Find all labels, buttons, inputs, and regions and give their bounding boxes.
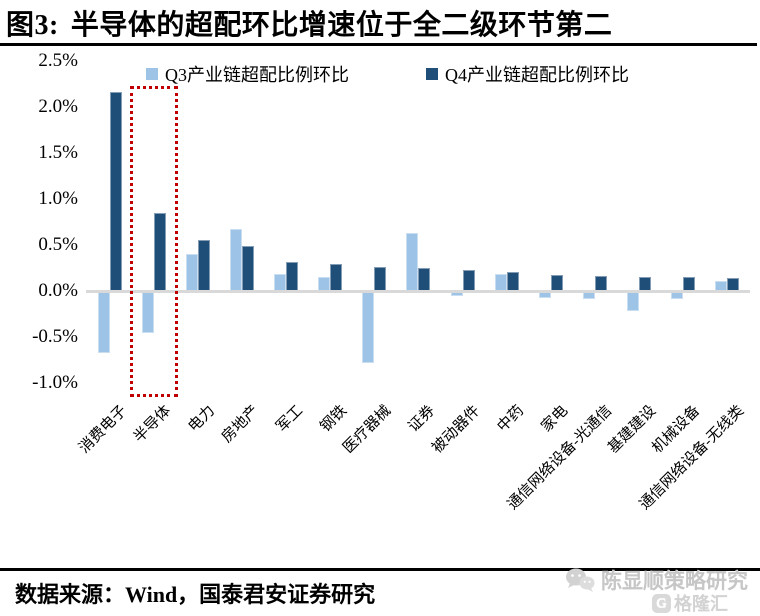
bar-q3-医疗器械 bbox=[362, 291, 375, 363]
legend-item-q3: Q3产业链超配比例环比 bbox=[146, 61, 349, 87]
bar-q4-证券 bbox=[418, 268, 431, 291]
bar-q3-消费电子 bbox=[98, 291, 110, 353]
bar-q3-基建建设 bbox=[626, 291, 639, 312]
data-source: 数据来源：Wind，国泰君安证券研究 bbox=[15, 582, 376, 607]
bar-q4-半导体 bbox=[154, 212, 167, 291]
bar-q4-机械设备 bbox=[682, 277, 695, 291]
bar-q3-通信网络设备-无线类 bbox=[714, 280, 727, 291]
bar-q4-房地产 bbox=[242, 245, 255, 291]
x-category-label: 房地产 bbox=[219, 402, 263, 446]
legend-label: Q3产业链超配比例环比 bbox=[165, 65, 349, 85]
bar-q3-中药 bbox=[494, 274, 507, 291]
bar-q3-半导体 bbox=[142, 291, 155, 334]
figure-title-text: 半导体的超配环比增速位于全二级环节第二 bbox=[70, 10, 613, 41]
bar-q3-军工 bbox=[274, 273, 287, 291]
bar-q3-电力 bbox=[186, 254, 199, 291]
bar-q4-中药 bbox=[506, 271, 519, 291]
x-category-label: 证券 bbox=[406, 402, 439, 436]
y-tick-label: -0.5% bbox=[32, 326, 78, 347]
bar-q3-通信网络设备-光通信 bbox=[582, 291, 595, 300]
legend-item-q4: Q4产业链超配比例环比 bbox=[426, 61, 629, 87]
bar-q4-被动器件 bbox=[462, 269, 475, 291]
figure-title: 图3: 半导体的超配环比增速位于全二级环节第二 bbox=[6, 3, 612, 43]
y-tick-label: 2.5% bbox=[38, 50, 78, 71]
gelonghui-logo-mark: G bbox=[652, 593, 671, 613]
bar-q3-家电 bbox=[538, 291, 551, 299]
y-tick-label: 0.0% bbox=[38, 280, 78, 301]
x-category-label: 消费电子 bbox=[76, 402, 131, 457]
bar-q3-钢铁 bbox=[318, 277, 331, 291]
figure-number: 图3: bbox=[6, 10, 59, 41]
x-category-label: 家电 bbox=[538, 402, 571, 436]
x-category-label: 被动器件 bbox=[428, 402, 483, 457]
bar-q4-通信网络设备-光通信 bbox=[594, 276, 607, 291]
bar-q3-机械设备 bbox=[670, 291, 683, 300]
watermark-account: 陈显顺策略研究 bbox=[564, 565, 748, 595]
bar-q4-医疗器械 bbox=[374, 267, 387, 291]
footer-divider bbox=[0, 568, 760, 571]
bar-q3-证券 bbox=[406, 233, 419, 291]
bar-q4-军工 bbox=[286, 261, 299, 291]
x-category-label: 钢铁 bbox=[317, 402, 351, 436]
wechat-icon bbox=[566, 568, 595, 592]
bar-q3-被动器件 bbox=[450, 291, 463, 296]
title-divider bbox=[0, 43, 757, 46]
bar-q4-通信网络设备-无线类 bbox=[726, 278, 739, 291]
bar-q4-消费电子 bbox=[110, 92, 122, 291]
bar-q4-基建建设 bbox=[638, 277, 651, 291]
gelonghui-logo: G 格隆汇 bbox=[652, 590, 728, 616]
highlight-box-semiconductor bbox=[130, 86, 179, 397]
x-category-label: 基建建设 bbox=[605, 402, 659, 457]
legend-label: Q4产业链超配比例环比 bbox=[445, 65, 629, 85]
gelonghui-logo-text: 格隆汇 bbox=[674, 594, 728, 614]
bar-q3-房地产 bbox=[230, 229, 243, 291]
y-tick-label: 0.5% bbox=[38, 234, 78, 255]
watermark-account-name: 陈显顺策略研究 bbox=[601, 569, 748, 593]
x-category-label: 半导体 bbox=[131, 402, 175, 446]
y-tick-label: 1.0% bbox=[38, 188, 78, 209]
bar-q4-电力 bbox=[198, 240, 211, 291]
bar-q4-钢铁 bbox=[330, 264, 343, 291]
y-tick-label: 1.5% bbox=[38, 142, 78, 163]
y-tick-label: 2.0% bbox=[38, 96, 78, 117]
x-category-label: 中药 bbox=[494, 402, 527, 436]
legend-swatch-icon bbox=[426, 68, 438, 80]
x-category-label: 医疗器械 bbox=[340, 402, 395, 457]
bar-q4-家电 bbox=[550, 275, 563, 291]
x-category-label: 电力 bbox=[185, 402, 219, 436]
x-axis-line bbox=[86, 290, 750, 293]
y-tick-label: -1.0% bbox=[32, 372, 78, 393]
legend-swatch-icon bbox=[146, 68, 158, 80]
x-category-label: 军工 bbox=[273, 402, 307, 436]
